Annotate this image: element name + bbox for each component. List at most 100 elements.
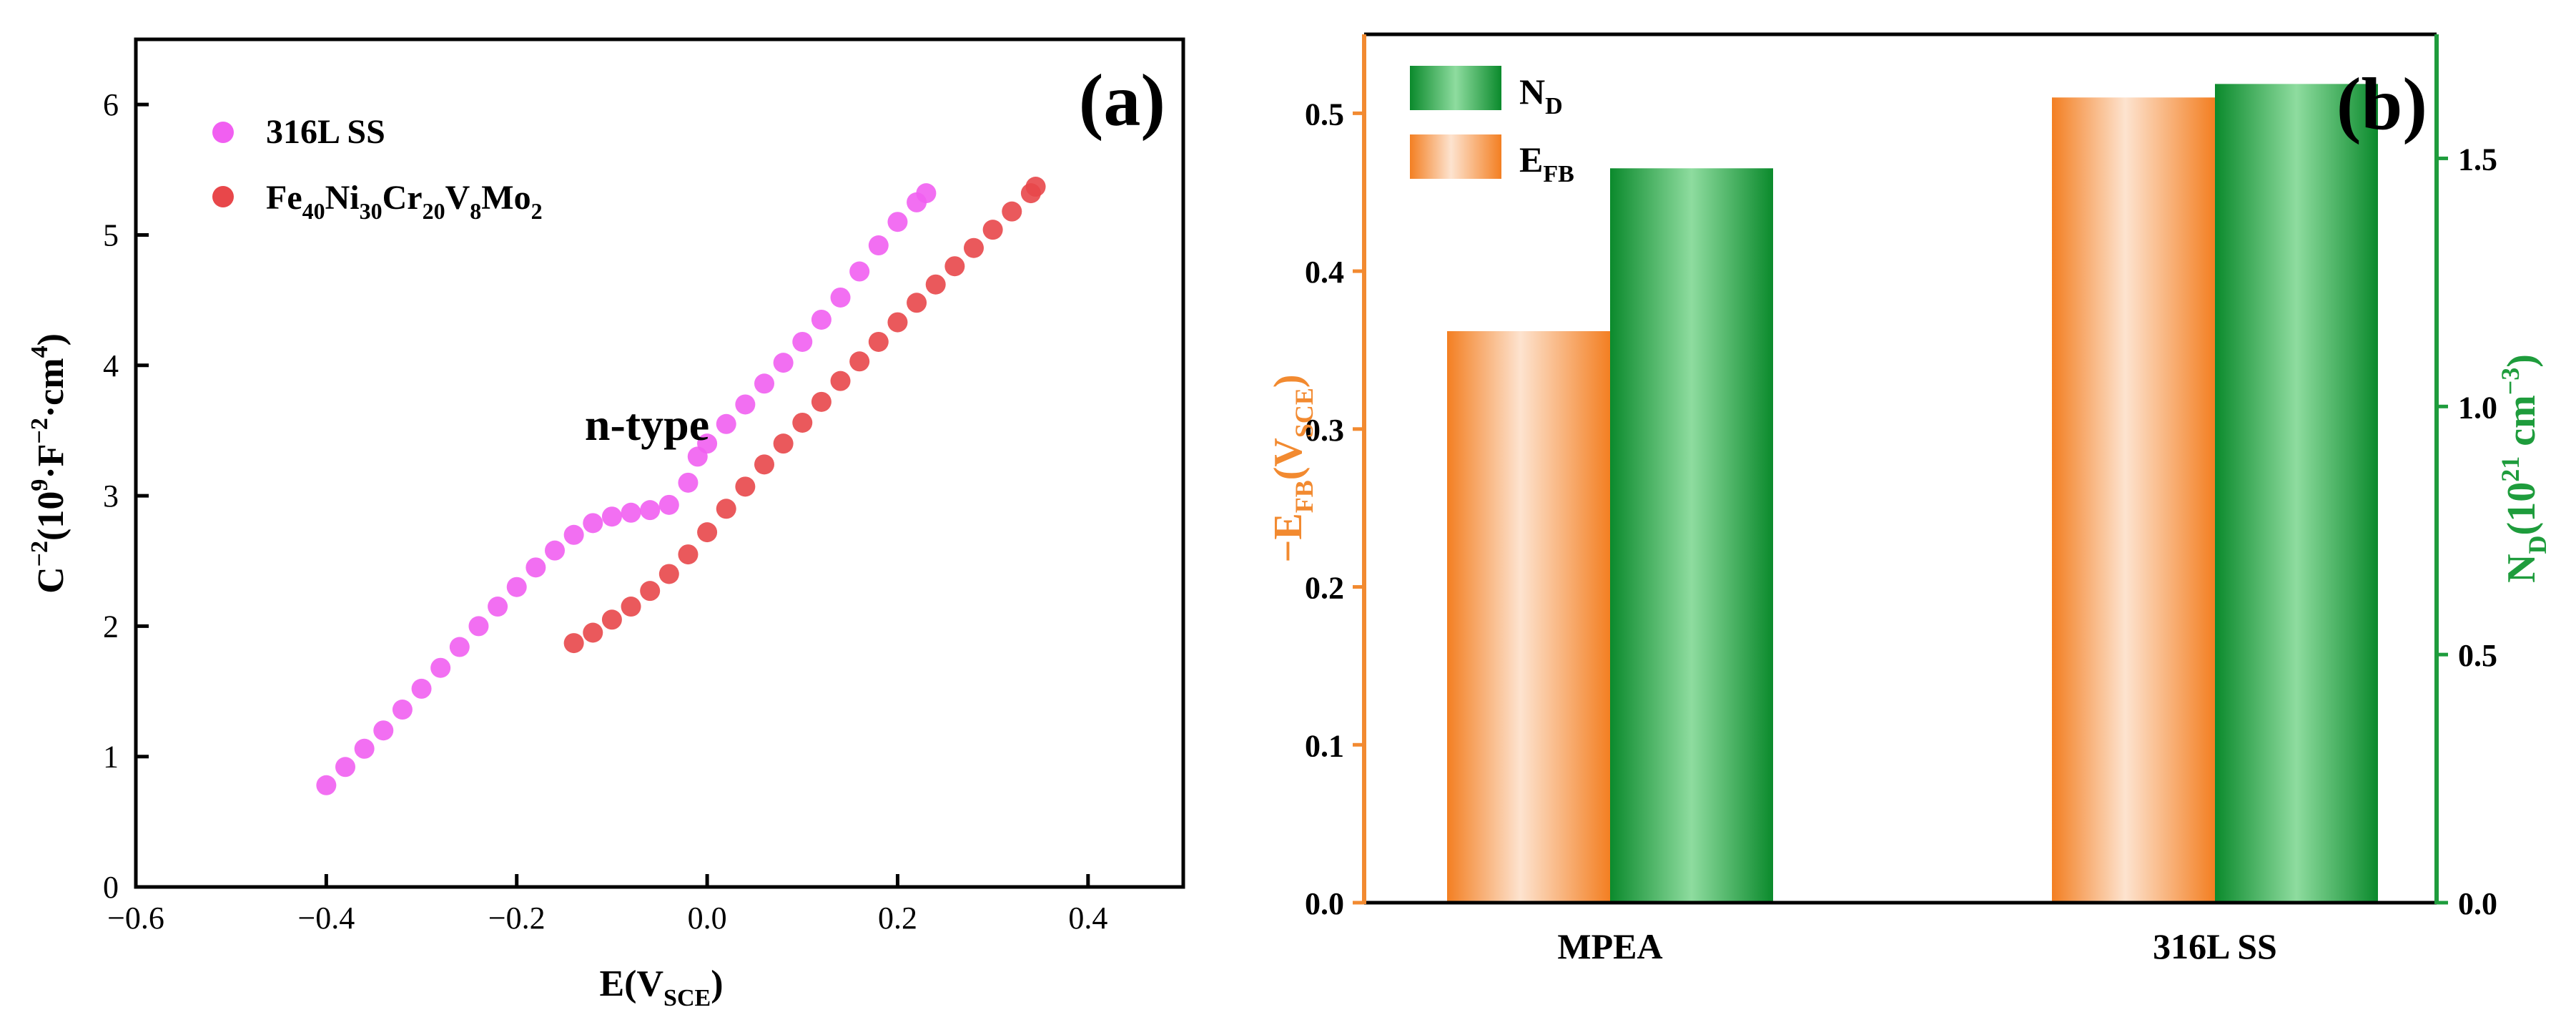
point-316l bbox=[335, 757, 355, 778]
point-316l bbox=[735, 394, 756, 415]
point-316l bbox=[754, 373, 774, 394]
y-tick-label: 6 bbox=[103, 87, 119, 122]
point-316l bbox=[563, 524, 584, 545]
point-316l bbox=[316, 775, 337, 795]
point-mpea bbox=[601, 609, 622, 630]
left-tick-label: 0.4 bbox=[1305, 255, 1344, 290]
point-mpea bbox=[658, 564, 679, 584]
panel-a-legend: 316L SS Fe40Ni30Cr20V8Mo2 bbox=[212, 113, 543, 224]
point-mpea bbox=[697, 522, 718, 543]
point-mpea bbox=[583, 622, 603, 643]
point-mpea bbox=[907, 293, 927, 313]
right-tick-label: 0.0 bbox=[2458, 886, 2497, 921]
right-tick-label: 0.5 bbox=[2458, 638, 2497, 673]
panel-b-label: (b) bbox=[2336, 63, 2427, 145]
point-316l bbox=[392, 700, 413, 720]
panel-a-data-points bbox=[316, 177, 1046, 795]
point-316l bbox=[621, 502, 641, 523]
point-316l bbox=[430, 657, 451, 678]
panel-b-bars bbox=[1447, 84, 2378, 903]
point-mpea bbox=[1025, 177, 1046, 197]
panel-a-scatter: −0.6 −0.4 −0.2 0.0 0.2 0.4 0 1 2 3 4 5 6 (a) n-type… bbox=[26, 37, 1185, 1011]
x-tick-label: −0.4 bbox=[297, 901, 355, 936]
bar-efb bbox=[2052, 97, 2215, 903]
point-316l bbox=[640, 500, 661, 521]
point-mpea bbox=[944, 256, 965, 277]
point-mpea bbox=[563, 633, 584, 654]
bar-nd bbox=[2215, 84, 2378, 903]
point-316l bbox=[716, 413, 736, 434]
legend-swatch-nd bbox=[1410, 66, 1501, 110]
legend-swatch-efb bbox=[1410, 134, 1501, 179]
point-316l bbox=[468, 616, 489, 637]
panel-b-left-axis-label: −EFB(VSCE) bbox=[1266, 374, 1318, 562]
legend-label-316l: 316L SS bbox=[266, 113, 385, 151]
panel-b-right-axis-label: ND(1021 cm−3) bbox=[2496, 354, 2552, 583]
right-tick-label: 1.0 bbox=[2458, 390, 2497, 425]
left-tick-label: 0.1 bbox=[1305, 728, 1344, 763]
point-316l bbox=[583, 513, 603, 534]
point-316l bbox=[354, 738, 375, 759]
point-mpea bbox=[716, 499, 736, 519]
point-316l bbox=[811, 309, 831, 330]
point-mpea bbox=[964, 237, 984, 258]
x-tick-label: 0.4 bbox=[1068, 901, 1107, 936]
point-mpea bbox=[887, 312, 908, 333]
panel-b-legend: ND EFB bbox=[1410, 66, 1574, 187]
panel-b-bar-chart: 0.0 0.1 0.2 0.3 0.4 0.5 0.0 0.5 1.0 1.5 MPEA 316L… bbox=[1266, 32, 2552, 966]
point-316l bbox=[697, 433, 718, 454]
left-tick-label: 0.5 bbox=[1305, 97, 1344, 132]
point-316l bbox=[506, 577, 527, 597]
point-316l bbox=[830, 287, 851, 308]
x-tick-label: 0.2 bbox=[878, 901, 917, 936]
point-mpea bbox=[1002, 201, 1022, 222]
point-mpea bbox=[792, 412, 813, 433]
point-mpea bbox=[640, 581, 661, 602]
y-tick-label: 5 bbox=[103, 217, 119, 252]
point-316l bbox=[916, 183, 937, 204]
point-mpea bbox=[811, 391, 831, 412]
legend-label-mpea: Fe40Ni30Cr20V8Mo2 bbox=[266, 179, 543, 224]
point-316l bbox=[792, 331, 813, 352]
panel-a-x-ticks: −0.6 −0.4 −0.2 0.0 0.2 0.4 bbox=[107, 874, 1107, 936]
panel-a-y-axis-label: C−2(109·F−2·cm4) bbox=[26, 333, 71, 594]
category-label: 316L SS bbox=[2153, 926, 2277, 966]
legend-label-efb: EFB bbox=[1519, 139, 1574, 187]
point-316l bbox=[773, 353, 794, 373]
x-tick-label: −0.6 bbox=[107, 901, 164, 936]
point-mpea bbox=[773, 433, 794, 454]
panel-b-right-ticks: 0.0 0.5 1.0 1.5 bbox=[2437, 142, 2497, 921]
panel-a-plot-frame bbox=[134, 37, 1185, 889]
panel-b-left-ticks: 0.0 0.1 0.2 0.3 0.4 0.5 bbox=[1305, 97, 1364, 921]
point-mpea bbox=[868, 331, 889, 352]
x-tick-label: 0.0 bbox=[688, 901, 727, 936]
category-label: MPEA bbox=[1557, 926, 1662, 966]
point-mpea bbox=[754, 454, 774, 475]
y-tick-label: 3 bbox=[103, 479, 119, 514]
point-mpea bbox=[982, 220, 1003, 240]
point-316l bbox=[887, 212, 908, 232]
point-mpea bbox=[621, 597, 641, 617]
n-type-annotation: n-type bbox=[585, 399, 709, 450]
left-tick-label: 0.3 bbox=[1305, 413, 1344, 448]
point-mpea bbox=[830, 371, 851, 391]
bar-efb bbox=[1447, 330, 1610, 903]
legend-marker-316l bbox=[212, 122, 234, 143]
x-tick-label: −0.2 bbox=[488, 901, 546, 936]
y-tick-label: 2 bbox=[103, 609, 119, 644]
point-mpea bbox=[849, 351, 870, 372]
right-tick-label: 1.5 bbox=[2458, 142, 2497, 177]
panel-a-x-axis-label: E(VSCE) bbox=[599, 963, 723, 1011]
panel-a-label: (a) bbox=[1079, 59, 1165, 142]
left-tick-label: 0.0 bbox=[1305, 886, 1344, 921]
point-316l bbox=[449, 637, 470, 657]
legend-label-nd: ND bbox=[1519, 72, 1563, 119]
point-316l bbox=[849, 261, 870, 282]
point-316l bbox=[658, 494, 679, 515]
point-mpea bbox=[678, 544, 699, 565]
legend-marker-mpea bbox=[212, 186, 234, 207]
panel-b-category-labels: MPEA 316L SS bbox=[1557, 926, 2276, 966]
point-mpea bbox=[735, 476, 756, 497]
point-316l bbox=[373, 720, 394, 741]
